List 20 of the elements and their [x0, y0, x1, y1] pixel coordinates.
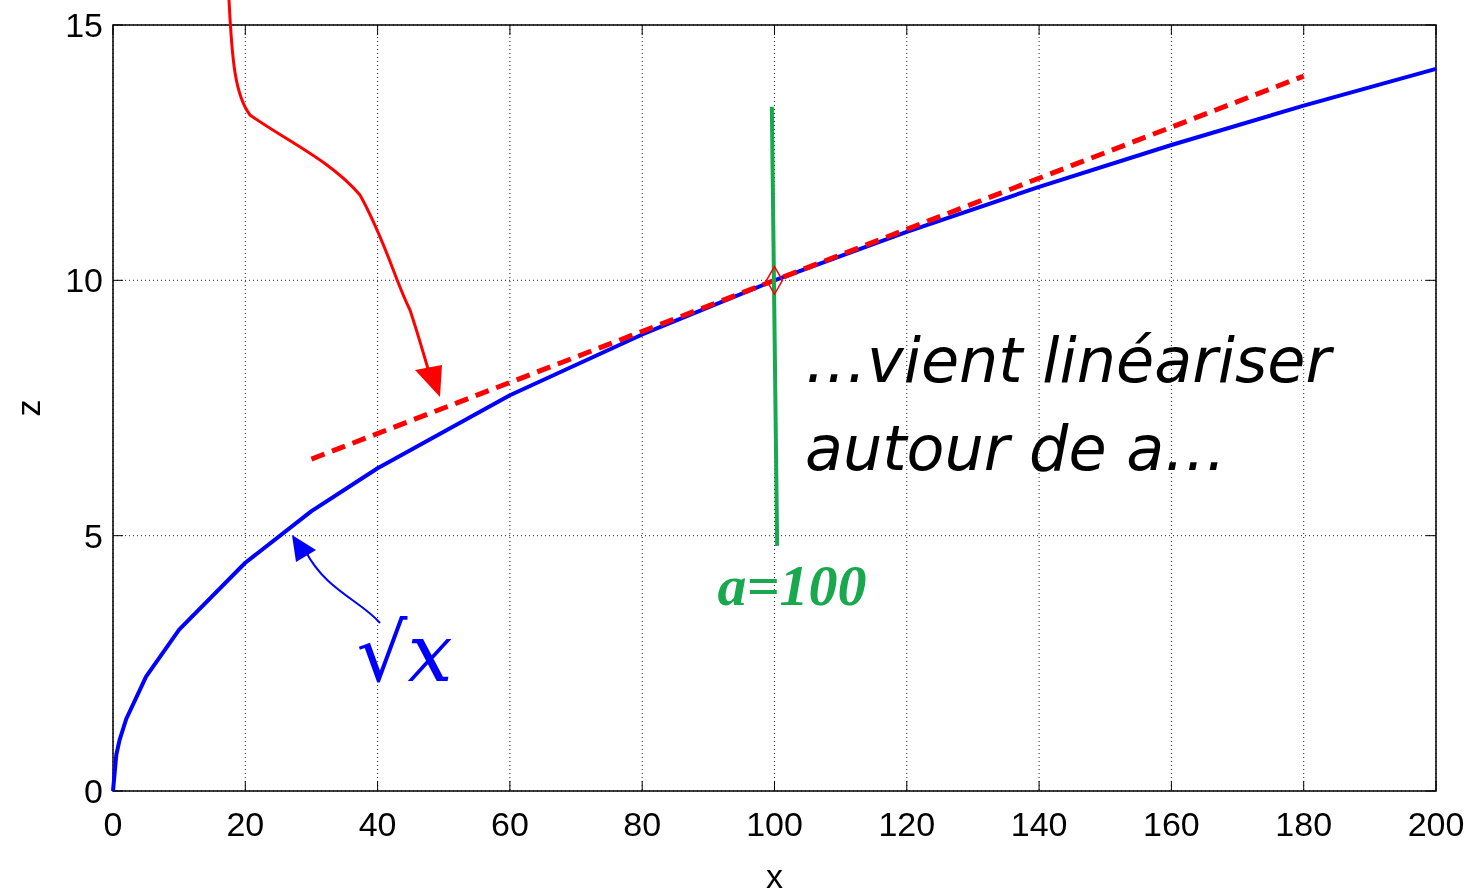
x-tick-label: 60 [490, 805, 529, 843]
x-tick-label: 40 [358, 805, 397, 843]
x-axis-title: x [766, 857, 783, 893]
x-tick-label: 120 [878, 805, 936, 843]
y-tick-label: 5 [84, 516, 103, 555]
x-tick-label: 80 [623, 805, 662, 843]
y-axis-title: z [9, 399, 47, 417]
y-tick-label: 15 [65, 5, 103, 44]
x-tick-label: 140 [1010, 805, 1068, 843]
annotation: a=100 [717, 553, 867, 618]
x-tick-label: 20 [226, 805, 265, 843]
x-tick-label: 160 [1143, 805, 1200, 843]
annotation: autour de a… [805, 412, 1227, 485]
y-tick-label: 10 [65, 261, 103, 300]
y-tick-label: 0 [84, 771, 103, 810]
x-tick-label: 180 [1275, 805, 1333, 843]
x-tick-label: 100 [746, 805, 803, 843]
x-tick-label: 200 [1407, 805, 1465, 843]
annotation: …vient linéariser [805, 324, 1335, 397]
annotation: √x [356, 606, 453, 700]
